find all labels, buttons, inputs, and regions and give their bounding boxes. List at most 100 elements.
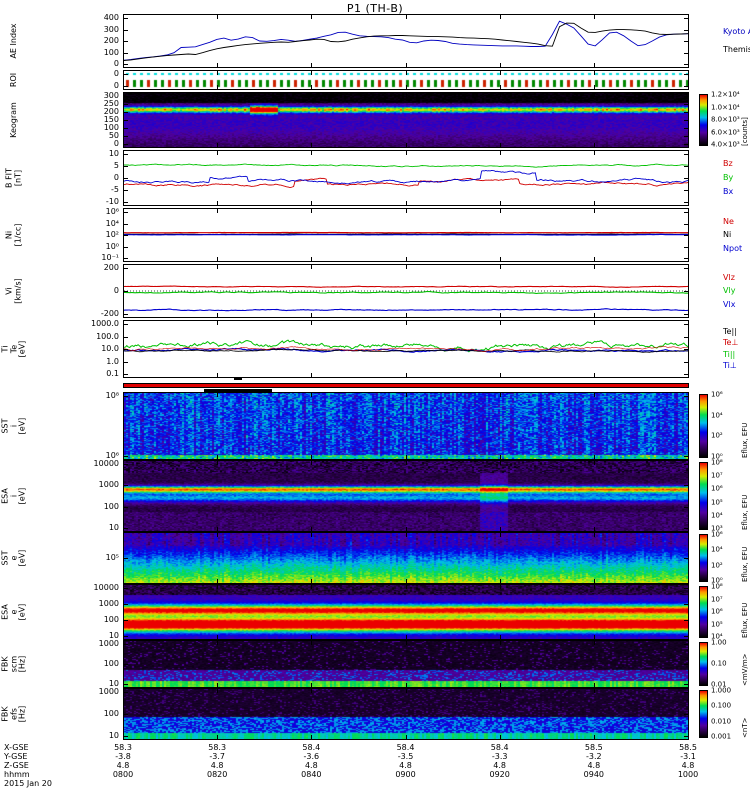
y-tick-mark — [123, 29, 128, 31]
y-tick-label: 300 — [103, 91, 119, 100]
y-tick-label: 200 — [103, 107, 119, 116]
x-tick-mark — [123, 143, 124, 148]
legend-label: Ti|| — [723, 349, 736, 359]
x-tick-mark — [500, 92, 501, 97]
x-tick-mark — [406, 14, 407, 19]
x-tick-mark — [500, 320, 501, 325]
x-tick-mark — [123, 635, 124, 640]
x-tick-mark — [688, 532, 689, 537]
y-tick-label: 50 — [108, 131, 119, 140]
y-tick-label: 1000 — [98, 687, 119, 696]
trace — [124, 348, 688, 353]
x-tick-mark — [688, 735, 689, 740]
y-tick-mark — [123, 684, 128, 685]
x-tick-mark — [688, 527, 689, 532]
x-tick-mark — [406, 532, 407, 537]
y-tick-mark — [123, 588, 128, 589]
x-tick-mark — [311, 257, 312, 262]
colorbar-fbk-bfield — [699, 690, 708, 738]
panel-temperature — [123, 320, 689, 378]
colorbar-tick-label: 10⁴ — [711, 411, 723, 420]
y-tick-mark — [123, 692, 128, 693]
y-tick-mark — [684, 258, 689, 259]
colorbar-tick-label: 10² — [711, 561, 723, 570]
x-tick-mark — [217, 150, 218, 155]
y-tick-label: 1.0 — [106, 356, 119, 366]
y-tick-mark — [684, 144, 689, 145]
roi-markers — [124, 71, 688, 89]
x-tick-mark — [594, 85, 595, 90]
y-tick-label: 1000 — [98, 639, 119, 648]
x-tick-mark — [123, 313, 124, 318]
colorbar-tick-label: 10⁶ — [711, 530, 723, 539]
axis-value: 4.8 — [116, 761, 130, 770]
x-tick-mark — [500, 14, 501, 19]
y-tick-mark — [123, 456, 128, 457]
colorbar-tick-label: 6.0×10³ — [711, 128, 740, 136]
x-tick-mark — [688, 313, 689, 318]
y-tick-label: 10000 — [93, 459, 119, 468]
x-tick-mark — [406, 579, 407, 584]
x-tick-mark — [406, 460, 407, 465]
x-tick-mark — [594, 208, 595, 213]
colorbar-tick-label: 10³ — [711, 524, 723, 533]
colorbar-tick-label: 8.0×10³ — [711, 115, 740, 124]
y-tick-label: 0 — [113, 173, 119, 182]
page-title: P1 (TH-B) — [346, 2, 404, 15]
x-tick-mark — [123, 70, 124, 75]
y-tick-mark — [684, 190, 689, 191]
y-tick-mark — [684, 128, 689, 129]
y-tick-mark — [123, 506, 128, 508]
trace — [124, 346, 688, 352]
axis-value: -3.2 — [586, 752, 602, 761]
axis-value: 4.8 — [210, 761, 224, 770]
x-tick-mark — [123, 688, 124, 693]
y-tick-label: -200 — [100, 309, 119, 318]
x-tick-mark — [594, 63, 595, 68]
sst-electron-spectrogram — [124, 533, 688, 583]
y-tick-mark — [684, 684, 689, 685]
x-tick-mark — [500, 143, 501, 148]
colorbar-tick-label: 1.2×10⁴ — [711, 90, 740, 99]
x-tick-mark — [500, 527, 501, 532]
colorbar-tick-label: 0.010 — [711, 717, 732, 726]
x-tick-mark — [594, 264, 595, 269]
y-tick-mark — [123, 528, 128, 529]
x-tick-mark — [123, 85, 124, 90]
x-tick-mark — [311, 532, 312, 537]
colorbar-tick-label: 0.001 — [711, 732, 732, 741]
x-tick-mark — [594, 635, 595, 640]
x-tick-mark — [594, 584, 595, 589]
colorbar-unit-label: <mV/m> — [741, 653, 749, 686]
colorbar-tick-label: 10⁴ — [711, 632, 723, 641]
x-tick-mark — [406, 208, 407, 213]
colorbar-tick-label: 10⁸ — [711, 458, 723, 467]
y-tick-label: 250 — [103, 99, 119, 108]
legend-label: Ti⊥ — [723, 361, 737, 371]
y-tick-mark — [684, 18, 689, 19]
x-tick-mark — [688, 688, 689, 693]
x-tick-mark — [594, 688, 595, 693]
y-tick-label: 0 — [113, 81, 119, 90]
x-tick-mark — [311, 735, 312, 740]
x-tick-mark — [123, 392, 124, 397]
y-tick-mark — [684, 324, 689, 325]
y-axis-label-keogram: Keogram — [8, 102, 18, 138]
b-fit-traces — [124, 163, 688, 188]
x-tick-mark — [500, 373, 501, 378]
colorbar-keogram — [699, 94, 708, 146]
legend-label: Kyoto AE — [723, 27, 750, 36]
y-tick-mark — [684, 29, 689, 31]
fbk-efield-spectrogram — [124, 641, 688, 687]
x-tick-mark — [594, 150, 595, 155]
legend-label: Vlx — [723, 299, 736, 309]
y-tick-mark — [684, 336, 689, 338]
x-tick-mark — [688, 85, 689, 90]
x-tick-mark — [406, 264, 407, 269]
y-tick-mark — [123, 485, 128, 487]
data-interval-marker — [204, 389, 272, 393]
y-tick-mark — [684, 361, 689, 363]
y-tick-label: 10 — [108, 679, 119, 688]
y-tick-mark — [684, 736, 689, 737]
x-tick-mark — [500, 579, 501, 584]
